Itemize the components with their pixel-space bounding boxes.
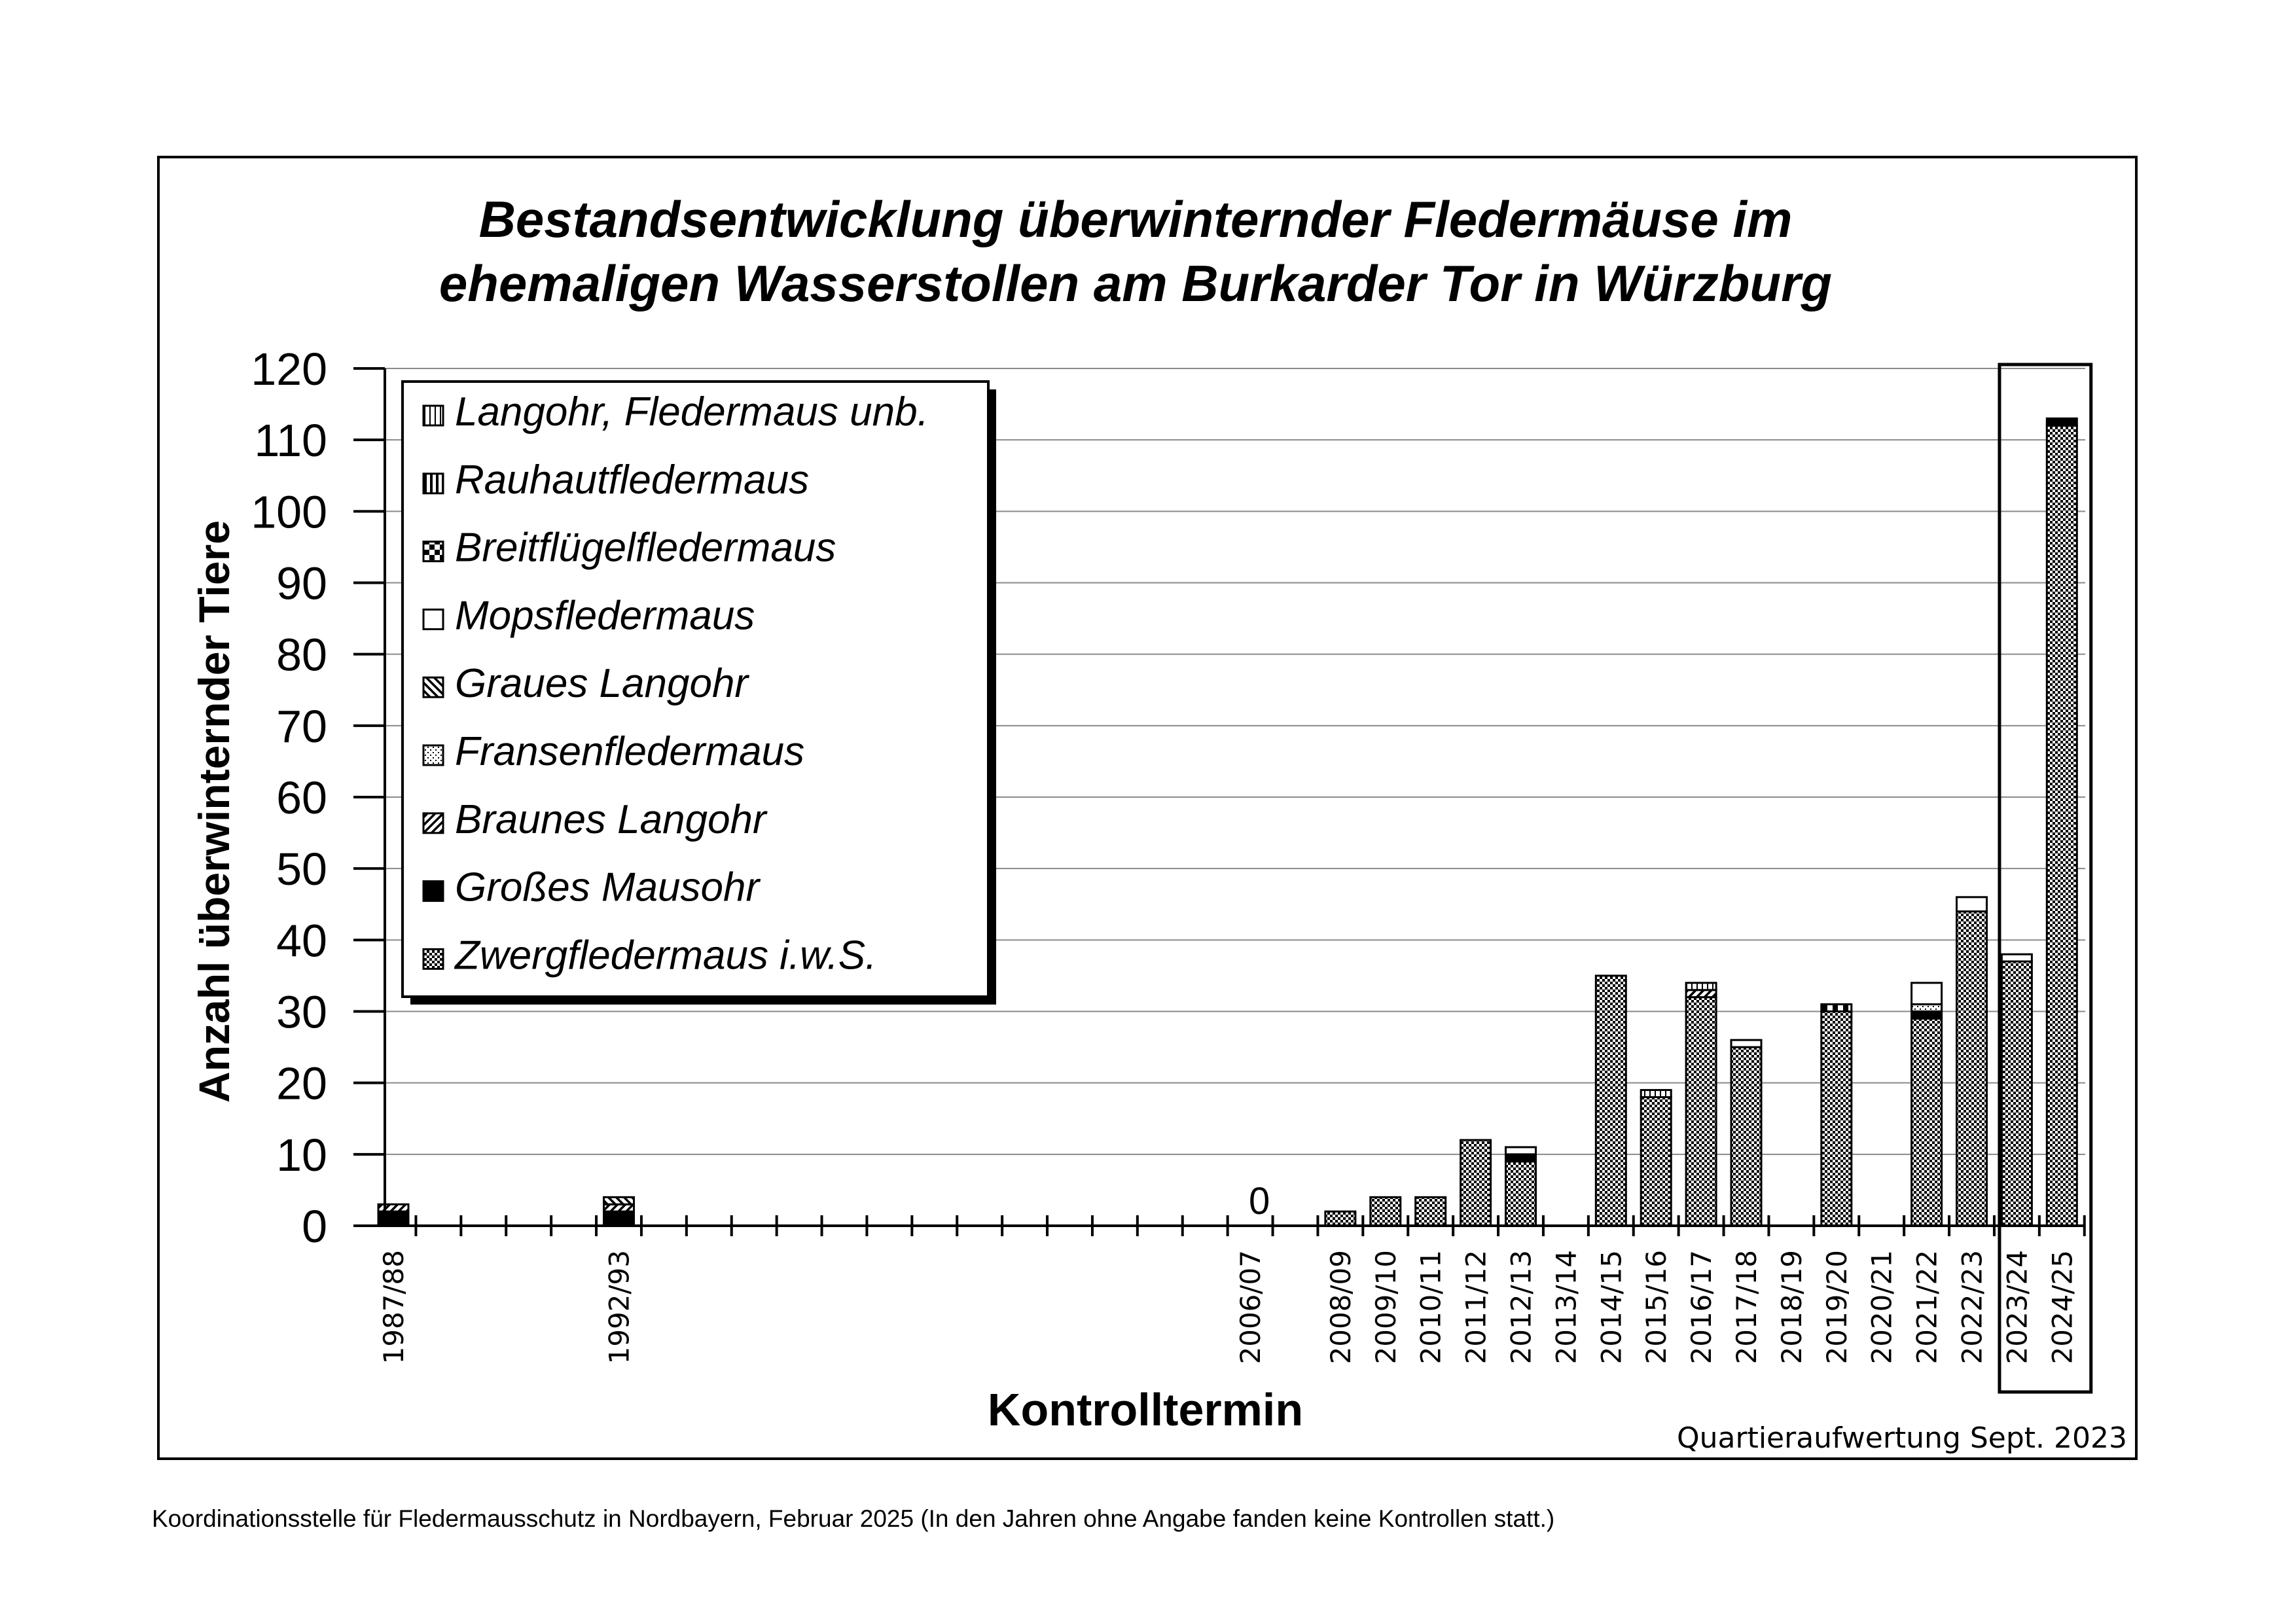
x-tick-label: 1987/88	[378, 1250, 410, 1364]
bar-segment	[1910, 1010, 1943, 1020]
legend-swatch	[422, 473, 444, 495]
bar-segment	[1956, 896, 1988, 913]
x-tick-label: 2024/25	[2046, 1250, 2078, 1364]
bar-segment	[1956, 910, 1988, 1227]
legend-label: Graues Langohr	[455, 661, 749, 706]
bar-segment	[1505, 1146, 1537, 1156]
x-tick-label: 2011/12	[1460, 1250, 1492, 1364]
y-tick-label: 40	[276, 915, 327, 966]
bar-segment	[2045, 417, 2078, 427]
chart-frame	[157, 156, 2138, 1460]
bar-segment	[1685, 989, 1717, 999]
x-tick-label: 2022/23	[1956, 1250, 1988, 1364]
x-axis-label: Kontrolltermin	[988, 1384, 1303, 1435]
legend-label: Rauhautfledermaus	[455, 457, 809, 503]
bar-segment	[1910, 1017, 1943, 1227]
y-tick-label: 100	[251, 486, 327, 537]
x-tick-label: 2018/19	[1776, 1250, 1808, 1364]
legend-swatch	[422, 744, 444, 766]
bar-segment	[2045, 424, 2078, 1227]
legend-swatch	[422, 676, 444, 698]
y-tick-label: 120	[251, 344, 327, 395]
legend-label: Zwergfledermaus i.w.S.	[454, 933, 876, 978]
legend-swatch	[422, 812, 444, 834]
bar-segment	[1414, 1196, 1447, 1227]
y-tick-label: 30	[276, 987, 327, 1038]
y-tick-label: 90	[276, 558, 327, 609]
y-axis-label: Anzahl überwinternder Tiere	[190, 520, 238, 1103]
y-tick-label: 20	[276, 1058, 327, 1109]
x-tick-label: 2009/10	[1370, 1250, 1402, 1364]
x-tick-label: 1992/93	[603, 1250, 636, 1364]
bar-segment	[1369, 1196, 1402, 1227]
bar-segment	[1685, 982, 1717, 991]
bar-segment	[1505, 1153, 1537, 1163]
legend-swatch	[422, 404, 444, 427]
legend-swatch	[422, 880, 444, 902]
x-tick-label: 2017/18	[1731, 1250, 1763, 1364]
x-tick-label: 2020/21	[1866, 1250, 1898, 1364]
chart-title-line-1: Bestandsentwicklung überwinternder Flede…	[479, 190, 1793, 248]
bar-segment	[1460, 1139, 1492, 1227]
legend-swatch	[422, 608, 444, 630]
bar-segment	[377, 1210, 410, 1227]
x-tick-label: 2023/24	[2001, 1250, 2033, 1364]
bar-segment	[1910, 982, 1943, 1006]
bar-segment	[1685, 996, 1717, 1227]
y-tick-label: 70	[276, 701, 327, 752]
annotation-quartieraufwertung: Quartieraufwertung Sept. 2023	[1677, 1421, 2127, 1455]
legend-label: Langohr, Fledermaus unb.	[455, 389, 929, 435]
highlight-box	[1998, 363, 2093, 1394]
bar-segment	[1820, 1010, 1853, 1227]
x-tick-label: 2019/20	[1821, 1250, 1853, 1364]
x-tick-label: 2021/22	[1911, 1250, 1943, 1364]
x-tick-label: 2012/13	[1505, 1250, 1537, 1364]
bar-segment	[2000, 953, 2033, 963]
x-tick-label: 2010/11	[1415, 1250, 1447, 1364]
bar-segment	[1820, 1003, 1853, 1013]
bar-segment	[1730, 1046, 1763, 1227]
legend-label: Breitflügelfledermaus	[455, 526, 836, 571]
x-tick-label: 2013/14	[1550, 1250, 1582, 1364]
bar-segment	[603, 1203, 635, 1213]
legend-swatch	[422, 948, 444, 970]
y-tick-label: 0	[302, 1201, 327, 1252]
legend	[401, 380, 990, 998]
bar-segment	[1505, 1160, 1537, 1227]
bar-segment	[1324, 1210, 1357, 1227]
legend-label: Mopsfledermaus	[455, 593, 755, 638]
bar-segment	[603, 1196, 635, 1205]
footer-note: Koordinationsstelle für Fledermausschutz…	[152, 1505, 1555, 1532]
bar-segment	[1640, 1096, 1672, 1227]
zero-annotation: 0	[1249, 1180, 1270, 1222]
bar-segment	[1730, 1039, 1763, 1048]
bar-segment	[1594, 974, 1627, 1227]
y-tick-label: 50	[276, 844, 327, 895]
chart-title-line-2: ehemaligen Wasserstollen am Burkarder To…	[439, 255, 1832, 312]
bar-segment	[377, 1203, 410, 1213]
x-tick-label: 2016/17	[1685, 1250, 1717, 1364]
y-tick-label: 60	[276, 772, 327, 823]
x-tick-label: 2014/15	[1595, 1250, 1627, 1364]
y-tick-label: 80	[276, 630, 327, 681]
y-tick-label: 110	[254, 415, 327, 466]
x-tick-label: 2015/16	[1640, 1250, 1672, 1364]
bar-segment	[1640, 1089, 1672, 1099]
bar-segment	[1910, 1003, 1943, 1013]
x-tick-label: 2008/09	[1325, 1250, 1357, 1364]
bar-segment	[603, 1210, 635, 1227]
x-tick-label: 2006/07	[1234, 1250, 1266, 1364]
legend-label: Großes Mausohr	[455, 865, 761, 910]
legend-swatch	[422, 541, 444, 563]
y-tick-label: 10	[276, 1130, 327, 1181]
legend-label: Braunes Langohr	[455, 797, 768, 842]
bar-segment	[2000, 960, 2033, 1227]
legend-label: Fransenfledermaus	[455, 729, 804, 774]
